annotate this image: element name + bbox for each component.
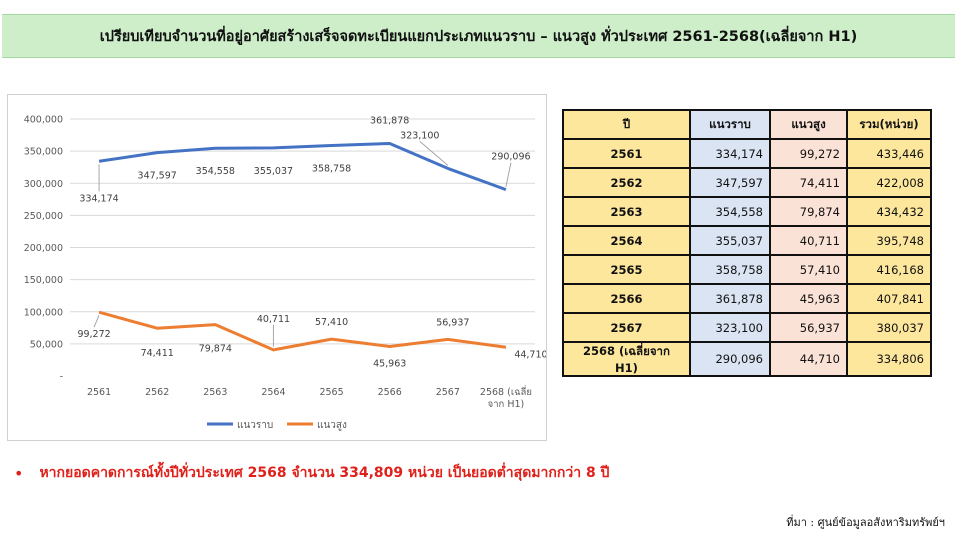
- cell-vertical: 74,411: [769, 167, 848, 198]
- x-tick-label: 2563: [203, 387, 227, 398]
- note-text: หากยอดคาดการณ์ทั้งปีทั่วประเทศ 2568 จำนว…: [39, 465, 610, 481]
- table-row: 2568 (เฉลี่ยจาก H1) 290,096 44,710 334,806: [562, 341, 932, 377]
- cell-vertical: 56,937: [769, 312, 848, 343]
- header-vertical: แนวสูง: [769, 109, 848, 140]
- chart-svg: - 50,000 100,000 150,000 200,000 250,000 300,0…: [24, 115, 546, 432]
- y-tick-label: 250,000: [24, 211, 63, 222]
- data-label: 290,096: [491, 152, 530, 163]
- x-tick-label-line: 2568 (เฉลี่ย: [480, 385, 532, 398]
- header-year: ปี: [562, 109, 691, 140]
- cell-vertical: 40,711: [769, 225, 848, 256]
- cell-total: 395,748: [846, 225, 932, 256]
- cell-total: 380,037: [846, 312, 932, 343]
- cell-horizontal: 323,100: [689, 312, 771, 343]
- y-tick-label: 200,000: [24, 243, 63, 254]
- x-tick-label: 2567: [436, 387, 460, 398]
- cell-horizontal: 355,037: [689, 225, 771, 256]
- data-label: 355,037: [254, 166, 293, 177]
- cell-year: 2564: [562, 225, 691, 256]
- data-label: 354,558: [196, 166, 235, 177]
- y-tick-label: -: [60, 372, 63, 383]
- cell-horizontal: 334,174: [689, 138, 771, 169]
- cell-vertical: 45,963: [769, 283, 848, 314]
- data-label: 79,874: [199, 344, 232, 355]
- header-horizontal: แนวราบ: [689, 109, 771, 140]
- x-tick-label-line: จาก H1): [488, 399, 525, 410]
- data-label-leader: [505, 162, 512, 187]
- legend-label: แนวสูง: [317, 420, 347, 431]
- cell-total: 434,432: [846, 196, 932, 227]
- legend-label: แนวราบ: [237, 420, 273, 431]
- highlight-note: • หากยอดคาดการณ์ทั้งปีทั่วประเทศ 2568 จำ…: [14, 462, 609, 484]
- cell-horizontal: 358,758: [689, 254, 771, 285]
- data-label: 361,878: [370, 115, 409, 126]
- data-label: 358,758: [312, 163, 351, 174]
- data-label: 45,963: [373, 358, 406, 369]
- series-line-vertical: [98, 310, 507, 352]
- data-label: 44,710: [514, 349, 546, 360]
- y-tick-label: 300,000: [24, 179, 63, 190]
- x-tick-label: 2565: [319, 387, 343, 398]
- cell-horizontal: 361,878: [689, 283, 771, 314]
- cell-horizontal: 290,096: [689, 341, 771, 377]
- table-row: 2563 354,558 79,874 434,432: [562, 196, 932, 227]
- data-table: ปี แนวราบ แนวสูง รวม(หน่วย) 2561 334,174 9…: [562, 109, 932, 377]
- table-header-row: ปี แนวราบ แนวสูง รวม(หน่วย): [562, 109, 932, 140]
- cell-year: 2562: [562, 167, 691, 198]
- cell-vertical: 99,272: [769, 138, 848, 169]
- line-chart: - 50,000 100,000 150,000 200,000 250,000 300,0…: [7, 94, 547, 441]
- cell-total: 407,841: [846, 283, 932, 314]
- data-label: 347,597: [138, 171, 177, 182]
- cell-total: 334,806: [846, 341, 932, 377]
- cell-year: 2565: [562, 254, 691, 285]
- table-row: 2562 347,597 74,411 422,008: [562, 167, 932, 198]
- table-row: 2561 334,174 99,272 433,446: [562, 138, 932, 169]
- x-tick-label: 2564: [261, 387, 285, 398]
- cell-year: 2561: [562, 138, 691, 169]
- x-tick-label: 2568 (เฉลี่ยจาก H1): [480, 385, 532, 410]
- data-label: 99,272: [77, 329, 110, 340]
- y-tick-label: 400,000: [24, 115, 63, 126]
- data-label: 334,174: [79, 193, 118, 204]
- data-label: 40,711: [257, 314, 290, 325]
- source-credit: ที่มา : ศูนย์ข้อมูลอสังหาริมทรัพย์ฯ: [786, 516, 945, 529]
- table-row: 2565 358,758 57,410 416,168: [562, 254, 932, 285]
- data-label: 323,100: [400, 130, 439, 141]
- y-tick-label: 100,000: [24, 307, 63, 318]
- bullet-icon: •: [14, 463, 24, 483]
- x-tick-label: 2562: [145, 387, 169, 398]
- page-title: เปรียบเทียบจำนวนที่อยู่อาศัยสร้างเสร็จจด…: [99, 28, 858, 45]
- y-tick-label: 50,000: [30, 339, 63, 350]
- cell-year: 2566: [562, 283, 691, 314]
- cell-vertical: 79,874: [769, 196, 848, 227]
- data-label: 74,411: [141, 348, 174, 359]
- data-label: 56,937: [436, 317, 469, 328]
- series-line-horizontal: [98, 141, 507, 192]
- cell-horizontal: 354,558: [689, 196, 771, 227]
- x-tick-label: 2561: [87, 387, 111, 398]
- title-bar: เปรียบเทียบจำนวนที่อยู่อาศัยสร้างเสร็จจด…: [2, 14, 955, 58]
- y-tick-label: 150,000: [24, 275, 63, 286]
- cell-year: 2568 (เฉลี่ยจาก H1): [562, 341, 691, 377]
- cell-year: 2563: [562, 196, 691, 227]
- cell-horizontal: 347,597: [689, 167, 771, 198]
- table-row: 2564 355,037 40,711 395,748: [562, 225, 932, 256]
- cell-year: 2567: [562, 312, 691, 343]
- data-label: 57,410: [315, 317, 348, 328]
- table-row: 2567 323,100 56,937 380,037: [562, 312, 932, 343]
- cell-total: 416,168: [846, 254, 932, 285]
- y-tick-label: 350,000: [24, 147, 63, 158]
- table-row: 2566 361,878 45,963 407,841: [562, 283, 932, 314]
- cell-total: 433,446: [846, 138, 932, 169]
- cell-vertical: 44,710: [769, 341, 848, 377]
- header-total: รวม(หน่วย): [846, 109, 932, 140]
- data-label-leader: [93, 315, 100, 328]
- cell-total: 422,008: [846, 167, 932, 198]
- cell-vertical: 57,410: [769, 254, 848, 285]
- data-label-leader: [419, 141, 449, 166]
- x-tick-label: 2566: [378, 387, 402, 398]
